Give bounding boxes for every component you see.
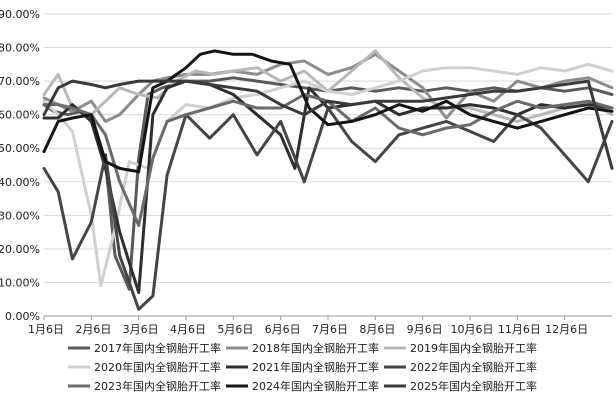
x-tick-label: 8月6日 xyxy=(359,323,395,336)
series-line-9 xyxy=(42,79,614,170)
series-layer xyxy=(42,49,614,311)
x-tick-label: 3月6日 xyxy=(123,323,159,336)
y-tick-label: 80.00% xyxy=(0,42,40,55)
legend-label: 2018年国内全钢胎开工率 xyxy=(252,341,379,355)
x-tick-label: 9月6日 xyxy=(407,323,443,336)
legend-label: 2023年国内全钢胎开工率 xyxy=(94,379,221,393)
x-tick-label: 11月6日 xyxy=(498,323,541,336)
legend-label: 2024年国内全钢胎开工率 xyxy=(252,379,379,393)
series-line-4 xyxy=(42,62,614,288)
x-tick-label: 4月6日 xyxy=(170,323,206,336)
x-tick-label: 12月6日 xyxy=(545,323,588,336)
y-tick-label: 90.00% xyxy=(0,8,40,21)
legend-label: 2025年国内全钢胎开工率 xyxy=(410,379,537,393)
y-tick-label: 70.00% xyxy=(0,75,40,88)
series-line-7 xyxy=(42,93,614,227)
series-line-8 xyxy=(42,49,614,174)
x-tick-label: 2月6日 xyxy=(75,323,111,336)
series-line-3 xyxy=(42,49,614,123)
legend-label: 2017年国内全钢胎开工率 xyxy=(94,341,221,355)
x-tick-label: 6月6日 xyxy=(265,323,301,336)
axis-layer: 0.00% 10.00% 20.00% 30.00% 40.00% 50.00% 60.00… xyxy=(0,8,612,336)
y-tick-label: 30.00% xyxy=(0,209,40,222)
series-line-6 xyxy=(42,106,614,311)
y-tick-label: 20.00% xyxy=(0,243,40,256)
legend-label: 2019年国内全钢胎开工率 xyxy=(410,341,537,355)
series-line-5 xyxy=(42,79,614,294)
legend-label: 2022年国内全钢胎开工率 xyxy=(410,360,537,374)
y-tick-label: 60.00% xyxy=(0,109,40,122)
y-tick-label: 40.00% xyxy=(0,176,40,189)
y-tick-label: 50.00% xyxy=(0,142,40,155)
legend: 2017年国内全钢胎开工率 2018年国内全钢胎开工率 2019年国内全钢胎开工率 2… xyxy=(68,341,537,393)
x-tick-label: 10月6日 xyxy=(451,323,494,336)
x-tick-label: 5月6日 xyxy=(217,323,253,336)
y-tick-label: 10.00% xyxy=(0,276,40,289)
legend-label: 2021年国内全钢胎开工率 xyxy=(252,360,379,374)
x-tick-label: 1月6日 xyxy=(28,323,64,336)
x-tick-label: 7月6日 xyxy=(312,323,348,336)
legend-label: 2020年国内全钢胎开工率 xyxy=(94,360,221,374)
y-tick-label: 0.00% xyxy=(5,310,40,323)
